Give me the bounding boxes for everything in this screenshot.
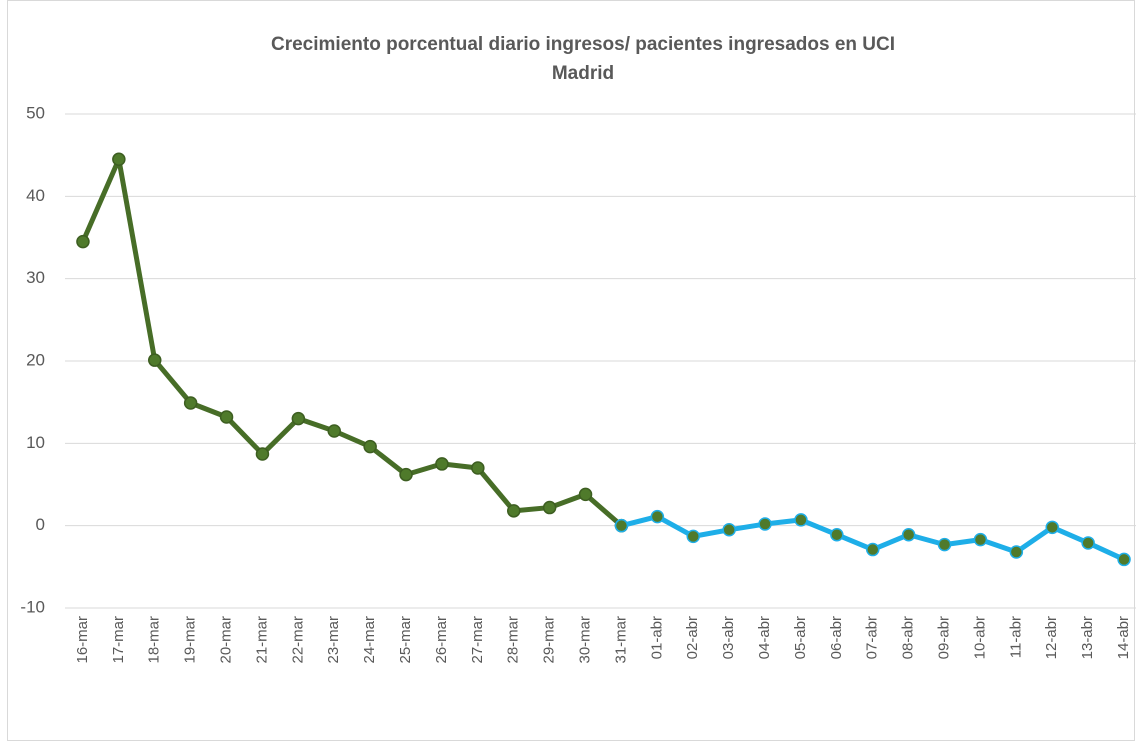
- marker: [255, 447, 270, 461]
- x-tick-label: 17-mar: [110, 616, 127, 664]
- x-tick-label: 08-abr: [900, 616, 917, 659]
- marker: [758, 517, 772, 531]
- y-tick-label: 40: [26, 186, 45, 205]
- marker: [794, 513, 808, 527]
- y-tick-label: 30: [26, 268, 45, 287]
- marker: [1045, 520, 1059, 535]
- x-tick-label: 23-mar: [325, 616, 342, 664]
- marker: [722, 523, 736, 537]
- x-tick-label: 07-abr: [864, 616, 881, 659]
- x-tick-label: 26-mar: [433, 616, 450, 664]
- marker: [1117, 552, 1131, 567]
- marker: [327, 424, 341, 438]
- marker: [471, 461, 485, 475]
- marker: [219, 410, 234, 424]
- marker: [148, 353, 162, 367]
- chart-frame: [7, 0, 1135, 741]
- y-tick-label: 0: [36, 515, 45, 534]
- marker: [507, 504, 521, 518]
- x-tick-label: 27-mar: [469, 616, 486, 664]
- marker: [1009, 545, 1024, 559]
- marker: [435, 457, 449, 471]
- x-tick-label: 12-abr: [1043, 616, 1060, 659]
- x-tick-label: 10-abr: [971, 616, 988, 659]
- chart-title: Crecimiento porcentual diario ingresos/ …: [271, 34, 895, 55]
- marker: [686, 529, 700, 544]
- x-tick-label: 30-mar: [577, 616, 594, 664]
- marker: [183, 396, 198, 410]
- marker: [973, 532, 988, 547]
- marker: [830, 527, 844, 542]
- marker: [578, 487, 593, 502]
- x-tick-label: 04-abr: [756, 616, 773, 659]
- x-tick-label: 22-mar: [289, 616, 306, 664]
- marker: [650, 509, 665, 524]
- marker: [1081, 536, 1095, 550]
- x-tick-label: 31-mar: [612, 616, 629, 664]
- x-tick-label: 20-mar: [218, 616, 235, 664]
- y-tick-label: 50: [26, 103, 45, 122]
- x-tick-label: 09-abr: [936, 616, 953, 659]
- x-tick-label: 14-abr: [1115, 616, 1132, 659]
- x-tick-label: 11-abr: [1007, 616, 1024, 658]
- x-tick-label: 13-abr: [1079, 616, 1096, 659]
- y-tick-label: 10: [26, 433, 45, 452]
- marker: [76, 234, 90, 249]
- marker: [901, 527, 916, 542]
- x-tick-label: 05-abr: [792, 616, 809, 659]
- y-tick-label: 20: [26, 350, 45, 369]
- chart-title: Madrid: [552, 63, 614, 84]
- x-tick-label: 28-mar: [505, 616, 522, 664]
- marker: [112, 152, 126, 167]
- marker: [937, 537, 952, 552]
- marker: [866, 542, 880, 557]
- line: [80, 156, 624, 528]
- x-tick-label: 24-mar: [361, 616, 378, 664]
- y-tick-label: -10: [20, 597, 45, 616]
- x-tick-label: 29-mar: [541, 616, 558, 664]
- marker: [291, 411, 306, 426]
- x-tick-label: 01-abr: [648, 616, 665, 659]
- x-tick-label: 21-mar: [253, 616, 270, 664]
- x-tick-label: 19-mar: [182, 616, 199, 664]
- x-tick-label: 18-mar: [146, 616, 163, 664]
- x-tick-label: 16-mar: [74, 616, 91, 664]
- x-tick-label: 03-abr: [720, 616, 737, 659]
- x-tick-label: 06-abr: [828, 616, 845, 659]
- marker: [542, 500, 557, 515]
- x-tick-label: 25-mar: [397, 616, 414, 664]
- x-tick-label: 02-abr: [684, 616, 701, 659]
- marker: [399, 467, 413, 482]
- marker: [363, 439, 377, 454]
- marker: [614, 518, 629, 533]
